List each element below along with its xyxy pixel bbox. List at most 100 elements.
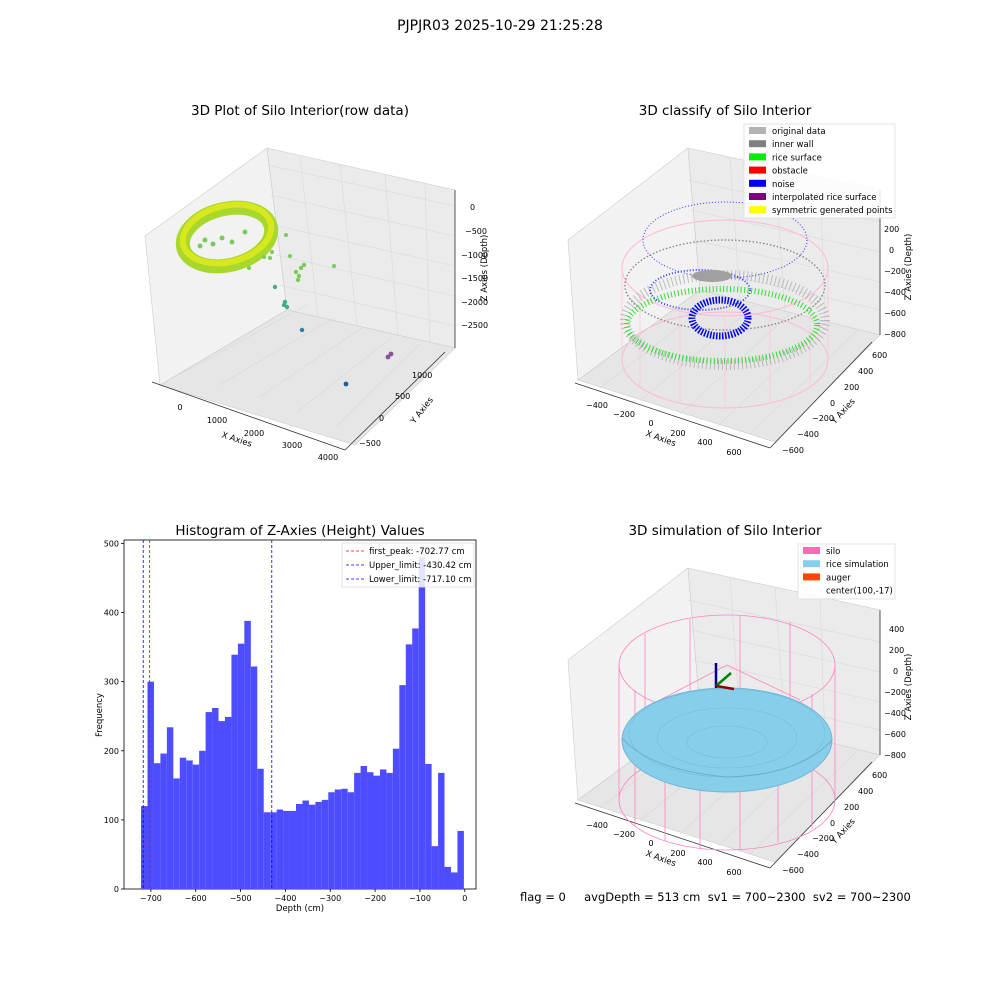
- x-tick: 200: [670, 429, 685, 438]
- histogram-bar: [418, 557, 426, 889]
- z-tick: −600: [884, 730, 906, 739]
- histogram-bar: [308, 804, 316, 889]
- y-tick: −200: [812, 414, 834, 423]
- histogram-bar: [257, 768, 264, 889]
- auger-axes: [714, 663, 735, 691]
- histogram-bar: [141, 806, 148, 889]
- y-tick-labels: 600 400 200 0 −200 −400 −600: [782, 351, 887, 455]
- y-tick: 600: [872, 771, 887, 780]
- histogram-bar: [166, 727, 174, 889]
- histogram-title: Histogram of Z-Axies (Height) Values: [175, 523, 425, 539]
- histogram-bar: [341, 788, 348, 889]
- x-tick-labels: −400 −200 0 200 400 600: [586, 401, 742, 457]
- legend-label: first_peak: -702.77 cm: [369, 547, 465, 557]
- histogram-bar: [212, 707, 219, 889]
- histogram-bar: [444, 866, 451, 889]
- legend: original data inner wall rice surface obsta…: [743, 123, 896, 219]
- legend-label: obstacle: [772, 167, 808, 177]
- y-tick: 500: [395, 392, 410, 401]
- panel-title-classify: 3D classify of Silo Interior: [638, 103, 812, 119]
- legend-swatch: [749, 193, 766, 200]
- y-tick: 1000: [412, 371, 432, 380]
- histogram-bar: [250, 666, 258, 889]
- y-tick-labels: 1000 500 0 −500: [359, 371, 432, 448]
- z-tick: 200: [884, 225, 899, 234]
- z-tick: −200: [884, 267, 906, 276]
- panel-raw-3d: 0 1000 2000 3000 4000 1000 500 0 −500 0 …: [144, 147, 490, 462]
- z-tick: 0: [470, 203, 475, 212]
- legend-swatch: [749, 153, 766, 161]
- z-axis-label: Z Axies (Depth): [904, 234, 914, 301]
- z-tick: −800: [884, 330, 906, 339]
- histogram-bar: [218, 721, 225, 889]
- histogram-bar: [199, 750, 206, 889]
- axis-lines: [574, 610, 881, 869]
- histogram-bar: [457, 830, 464, 889]
- histogram-bar: [263, 812, 271, 889]
- panel-title-raw: 3D Plot of Silo Interior(row data): [191, 103, 409, 119]
- x-tick-labels: 0 1000 2000 3000 4000: [177, 403, 338, 462]
- legend-swatch: [803, 547, 820, 554]
- y-tick-label: 500: [104, 539, 119, 548]
- histogram-bar: [438, 772, 445, 889]
- x-tick-label: 0: [462, 894, 467, 903]
- y-tick: −400: [797, 430, 819, 439]
- x-tick-labels: −700 −600 −500 −400 −300 −200 −100 0: [140, 889, 467, 903]
- z-tick: −2500: [461, 321, 488, 330]
- x-axis-label: Depth (cm): [276, 904, 324, 914]
- y-axis-label: Frequency: [95, 693, 105, 737]
- legend-label: rice simulation: [826, 560, 889, 570]
- legend-swatch: [749, 166, 766, 174]
- histogram-bar: [450, 872, 458, 889]
- legend: first_peak: -702.77 cm Upper_limit: -430.…: [341, 542, 475, 588]
- histogram-bar: [386, 772, 393, 889]
- y-tick: 200: [844, 803, 859, 812]
- histogram-bar: [431, 846, 439, 889]
- y-tick: 400: [858, 787, 873, 796]
- histogram-bar: [373, 775, 380, 889]
- z-tick: 200: [889, 646, 904, 655]
- rice-surface: [621, 687, 833, 793]
- z-tick: −200: [884, 688, 906, 697]
- panel-histogram: −700 −600 −500 −400 −300 −200 −100 0 0 100 200 300…: [95, 539, 477, 914]
- y-tick: −500: [359, 439, 381, 448]
- reference-lines: [142, 540, 273, 889]
- x-tick-labels: −400 −200 0 200 400 600: [586, 821, 742, 877]
- legend-label: center(100,-17): [826, 587, 893, 597]
- histogram-bar: [315, 801, 322, 889]
- histogram-bar: [186, 760, 193, 889]
- z-tick: −1000: [461, 251, 488, 260]
- histogram-bar: [367, 772, 374, 889]
- z-tick: −2000: [461, 298, 488, 307]
- z-axis-label: Z Axies (Depth): [904, 654, 914, 721]
- histogram-bar: [379, 769, 387, 889]
- x-tick: 1000: [207, 416, 227, 425]
- legend-label: noise: [772, 180, 795, 190]
- histogram-bar: [302, 800, 309, 889]
- legend-label: interpolated rice surface: [772, 193, 877, 203]
- histogram-bar: [412, 628, 419, 889]
- y-tick: 0: [379, 414, 384, 423]
- y-tick: −200: [812, 834, 834, 843]
- x-tick-label: −500: [230, 894, 252, 903]
- legend-items: original data inner wall rice surface obsta…: [749, 127, 893, 216]
- legend-items: silo rice simulation auger center(100,-17): [803, 547, 893, 597]
- y-axis-label: Y Axies: [408, 395, 436, 427]
- histogram-bar: [244, 620, 251, 889]
- z-tick: 0: [893, 667, 898, 676]
- y-tick: 600: [872, 351, 887, 360]
- y-tick: −600: [782, 866, 804, 875]
- z-tick-labels: 400 200 0 −200 −400 −600 −800: [884, 625, 906, 760]
- y-tick: 200: [844, 383, 859, 392]
- histogram-bar: [179, 757, 187, 889]
- histogram-bars: [141, 557, 464, 889]
- x-tick: 600: [726, 448, 741, 457]
- histogram-bar: [160, 753, 167, 889]
- grid-lines: [179, 155, 456, 427]
- legend-label: Lower_limit: -717.10 cm: [369, 575, 471, 585]
- histogram-bar: [360, 765, 368, 889]
- histogram-bar: [147, 681, 154, 889]
- z-tick: −400: [884, 288, 906, 297]
- legend-label: original data: [772, 127, 826, 137]
